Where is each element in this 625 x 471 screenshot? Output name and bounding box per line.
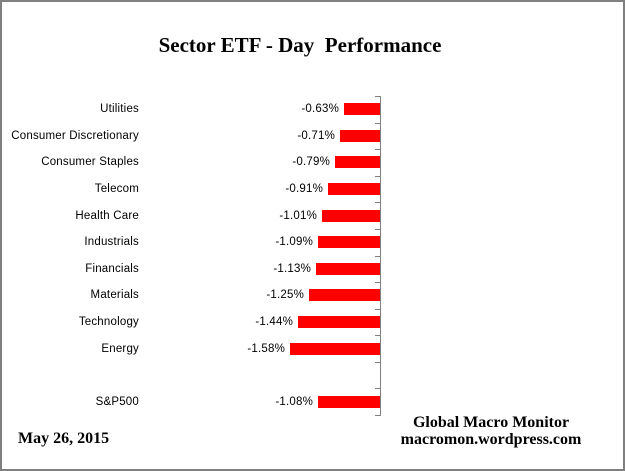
bar <box>328 183 380 195</box>
axis-tick <box>375 256 381 257</box>
bar-value-label: -1.09% <box>275 236 313 248</box>
category-label: Materials <box>90 289 139 301</box>
axis-tick <box>375 96 381 97</box>
bar <box>322 210 380 222</box>
attribution-line2: macromon.wordpress.com <box>400 430 582 448</box>
bar-value-label: -0.71% <box>297 130 335 142</box>
bar-value-label: -0.91% <box>285 183 323 195</box>
axis-tick <box>375 335 381 336</box>
axis-tick <box>375 415 381 416</box>
category-label: Energy <box>101 343 139 355</box>
axis-tick <box>375 362 381 363</box>
date-label: May 26, 2015 <box>18 430 110 447</box>
attribution: Global Macro Monitor macromon.wordpress.… <box>356 414 623 448</box>
bar <box>318 236 380 248</box>
category-label: Consumer Discretionary <box>11 130 139 142</box>
bar <box>344 103 380 115</box>
bar <box>309 289 380 301</box>
bar-value-label: -1.01% <box>279 210 317 222</box>
bar-value-label: -1.13% <box>273 263 311 275</box>
bar <box>318 396 380 408</box>
bar <box>316 263 380 275</box>
bar-value-label: -1.58% <box>247 343 285 355</box>
bar <box>298 316 380 328</box>
axis-tick <box>375 229 381 230</box>
category-label: Technology <box>78 316 139 328</box>
category-label: Industrials <box>84 236 139 248</box>
bar-value-label: -1.44% <box>255 316 293 328</box>
axis-tick <box>375 123 381 124</box>
axis-tick <box>375 309 381 310</box>
axis-tick <box>375 149 381 150</box>
category-label: S&P500 <box>95 396 139 408</box>
bar <box>340 130 380 142</box>
axis-tick <box>375 388 381 389</box>
axis-tick <box>375 282 381 283</box>
attribution-line1: Global Macro Monitor <box>412 414 570 431</box>
bar <box>335 156 380 168</box>
axis-tick <box>375 176 381 177</box>
bar-value-label: -0.63% <box>301 103 339 115</box>
category-label: Telecom <box>94 183 139 195</box>
category-label: Consumer Staples <box>41 156 139 168</box>
bar <box>290 343 380 355</box>
category-label: Health Care <box>75 210 139 222</box>
bar-value-label: -0.79% <box>292 156 330 168</box>
chart-title: Sector ETF - Day Performance <box>158 33 442 57</box>
category-label: Financials <box>85 263 139 275</box>
axis-tick <box>375 202 381 203</box>
bar-value-label: -1.08% <box>275 396 313 408</box>
bar-value-label: -1.25% <box>266 289 304 301</box>
category-label: Utilities <box>100 103 139 115</box>
